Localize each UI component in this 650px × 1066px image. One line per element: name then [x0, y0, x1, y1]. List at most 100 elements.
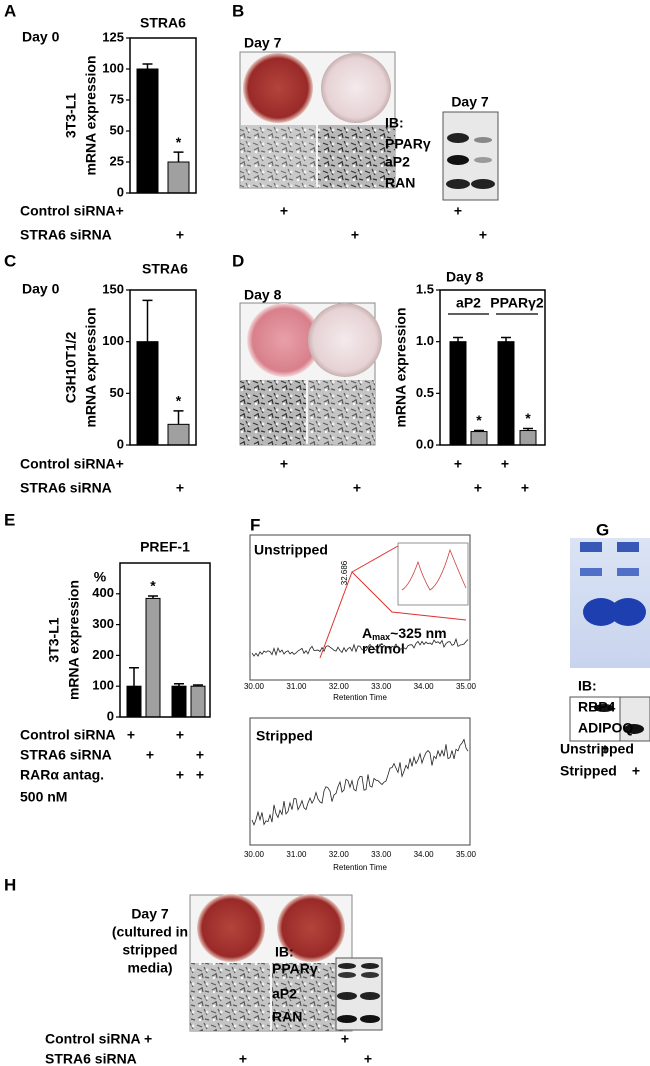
- condition-label: Stripped: [560, 763, 617, 779]
- protein-label: PPARγ: [385, 136, 431, 152]
- error-bar: [173, 410, 184, 425]
- y-axis-label: mRNA expression: [83, 55, 99, 175]
- dish: [321, 53, 391, 123]
- condition-mark: +: [196, 767, 204, 783]
- condition-mark: +: [280, 456, 288, 472]
- band: [360, 1015, 380, 1023]
- significance-label: *: [150, 578, 156, 594]
- error-bar: [453, 336, 463, 342]
- y-axis-label: 3T3-L1: [46, 617, 62, 662]
- y-axis-label: C3H10T1/2: [63, 331, 79, 403]
- bar: [449, 341, 467, 446]
- caption-line: (cultured in: [112, 924, 188, 940]
- band: [361, 963, 379, 969]
- bar: [470, 431, 488, 446]
- y-tick-label: 75: [110, 91, 124, 106]
- chart-title: PREF-1: [140, 539, 190, 555]
- band: [474, 137, 492, 143]
- blot: [569, 696, 650, 742]
- band: [337, 1015, 357, 1023]
- condition-mark: +: [501, 456, 509, 472]
- y-tick-label: 125: [102, 29, 124, 44]
- y-tick-label: 0.5: [416, 385, 434, 400]
- group-label: aP2: [456, 295, 481, 311]
- condition-mark: +: [601, 741, 609, 757]
- y-tick-label: 150: [102, 281, 124, 296]
- day-label: Day 0: [22, 29, 60, 45]
- micrograph: [318, 125, 395, 188]
- band: [338, 963, 356, 969]
- band: [594, 704, 614, 712]
- condition-mark: +: [176, 227, 184, 243]
- error-bar: [142, 299, 153, 342]
- y-tick-label: 0: [107, 708, 114, 723]
- condition-label: Control siRNA+: [20, 456, 124, 472]
- images: [189, 51, 650, 1032]
- panel-letter: E: [4, 510, 15, 529]
- protein-label: RBP4: [578, 699, 616, 715]
- chromatogram-trace: [251, 738, 469, 827]
- condition-label: 500 nM: [20, 789, 67, 805]
- condition-mark: +: [341, 1031, 349, 1047]
- band: [361, 972, 379, 978]
- y-tick-label: 0: [117, 184, 124, 199]
- peak-trace: [319, 545, 467, 659]
- condition-label: RARα antag.: [20, 767, 104, 783]
- dish: [247, 303, 321, 377]
- ib-label: IB:: [385, 115, 404, 131]
- bar: [136, 341, 159, 446]
- chart-title: STRA6: [140, 15, 186, 31]
- panel-letter: D: [232, 251, 244, 270]
- band: [471, 179, 495, 189]
- ib-label: IB:: [578, 678, 597, 694]
- protein-label: RAN: [385, 175, 415, 191]
- condition-mark: +: [196, 747, 204, 763]
- condition-mark: +: [146, 747, 154, 763]
- band: [447, 133, 469, 143]
- bar: [519, 430, 537, 446]
- error-bar: [129, 666, 139, 687]
- gel-band: [580, 542, 602, 552]
- condition-mark: +: [127, 727, 135, 743]
- bar: [190, 685, 206, 718]
- x-tick-label: 35.00: [456, 850, 477, 859]
- error-bar: [173, 151, 184, 162]
- condition-mark: +: [474, 480, 482, 496]
- caption-line: Day 7: [131, 906, 169, 922]
- y-tick-label: 100: [102, 333, 124, 348]
- bar: [497, 341, 515, 446]
- protein-label: ADIPOQ: [578, 720, 633, 736]
- bar: [167, 423, 190, 446]
- dish: [243, 53, 313, 123]
- bar: [126, 685, 142, 718]
- gel-band: [580, 568, 602, 576]
- dish: [277, 894, 345, 962]
- y-tick-label: 200: [92, 647, 114, 662]
- bar: [167, 161, 190, 194]
- y-tick-label: 1.0: [416, 333, 434, 348]
- caption-line: stripped: [122, 942, 177, 958]
- plot-frame: [119, 562, 211, 718]
- bar: [136, 68, 159, 194]
- y-axis-label: 3T3-L1: [63, 93, 79, 138]
- error-bar: [474, 429, 484, 432]
- chart-title: Day 8: [446, 269, 484, 285]
- ib-label: IB:: [275, 944, 294, 960]
- error-bar: [142, 63, 153, 69]
- condition-label: Control siRNA: [20, 727, 116, 743]
- gel-band: [617, 542, 639, 552]
- band: [338, 972, 356, 978]
- x-tick-label: 34.00: [414, 850, 435, 859]
- blot-day-label: Day 7: [451, 94, 489, 110]
- bar: [145, 597, 161, 718]
- micrograph: [240, 125, 316, 188]
- y-tick-label: 300: [92, 616, 114, 631]
- absorbance-label-part: A: [362, 625, 372, 641]
- y-tick-label: 100: [92, 678, 114, 693]
- error-bar: [501, 336, 511, 342]
- condition-label: STRA6 siRNA: [20, 480, 112, 496]
- protein-label: aP2: [272, 986, 297, 1002]
- y-axis-label: mRNA expression: [66, 580, 82, 700]
- day-label: Day 0: [22, 281, 60, 297]
